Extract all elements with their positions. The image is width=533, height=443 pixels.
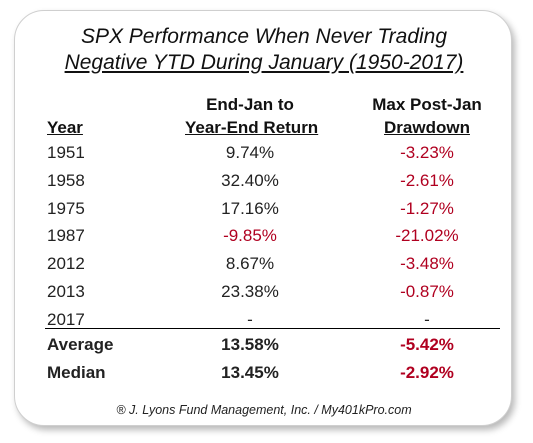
row-return: 8.67% bbox=[225, 254, 275, 273]
header-drawdown: Max Post-Jan Drawdown bbox=[362, 93, 492, 139]
row-return: 9.74% bbox=[225, 143, 275, 162]
row-year: 2012 bbox=[47, 254, 85, 273]
row-drawdown: - bbox=[424, 310, 430, 329]
row-year: 1975 bbox=[47, 199, 85, 218]
header-drawdown-line-2: Drawdown bbox=[384, 118, 470, 137]
row-return: 23.38% bbox=[221, 282, 279, 301]
row-drawdown: -21.02% bbox=[395, 226, 459, 245]
summary-divider bbox=[45, 328, 500, 329]
header-return-line-1: End-Jan to bbox=[206, 95, 294, 114]
row-drawdown: -2.61% bbox=[400, 171, 454, 190]
header-drawdown-line-1: Max Post-Jan bbox=[372, 95, 482, 114]
summary-return: 13.58% bbox=[221, 335, 279, 354]
row-return: 32.40% bbox=[221, 171, 279, 190]
row-year: 1951 bbox=[47, 143, 85, 162]
header-return: End-Jan to Year-End Return bbox=[185, 93, 319, 139]
row-drawdown: -1.27% bbox=[400, 199, 454, 218]
title-line-2: Negative YTD During January (1950-2017) bbox=[64, 51, 464, 74]
row-return: -9.85% bbox=[223, 226, 277, 245]
summary-label: Median bbox=[47, 363, 106, 382]
summary-drawdown: -5.42% bbox=[400, 335, 454, 354]
row-return: - bbox=[247, 310, 253, 329]
row-drawdown: -0.87% bbox=[400, 282, 454, 301]
header-year: Year bbox=[47, 118, 83, 137]
row-year: 2017 bbox=[47, 310, 85, 329]
header-return-line-2: Year-End Return bbox=[185, 118, 319, 137]
summary-label: Average bbox=[47, 335, 114, 354]
row-year: 2013 bbox=[47, 282, 85, 301]
row-drawdown: -3.48% bbox=[400, 254, 454, 273]
row-return: 17.16% bbox=[221, 199, 279, 218]
table-card: SPX Performance When Never Trading Negat… bbox=[14, 10, 512, 426]
row-drawdown: -3.23% bbox=[400, 143, 454, 162]
row-year: 1987 bbox=[47, 226, 85, 245]
row-year: 1958 bbox=[47, 171, 85, 190]
summary-drawdown: -2.92% bbox=[400, 363, 454, 382]
title-line-1: SPX Performance When Never Trading bbox=[80, 25, 448, 48]
summary-return: 13.45% bbox=[221, 363, 279, 382]
footer-credit: ® J. Lyons Fund Management, Inc. / My401… bbox=[116, 403, 412, 417]
